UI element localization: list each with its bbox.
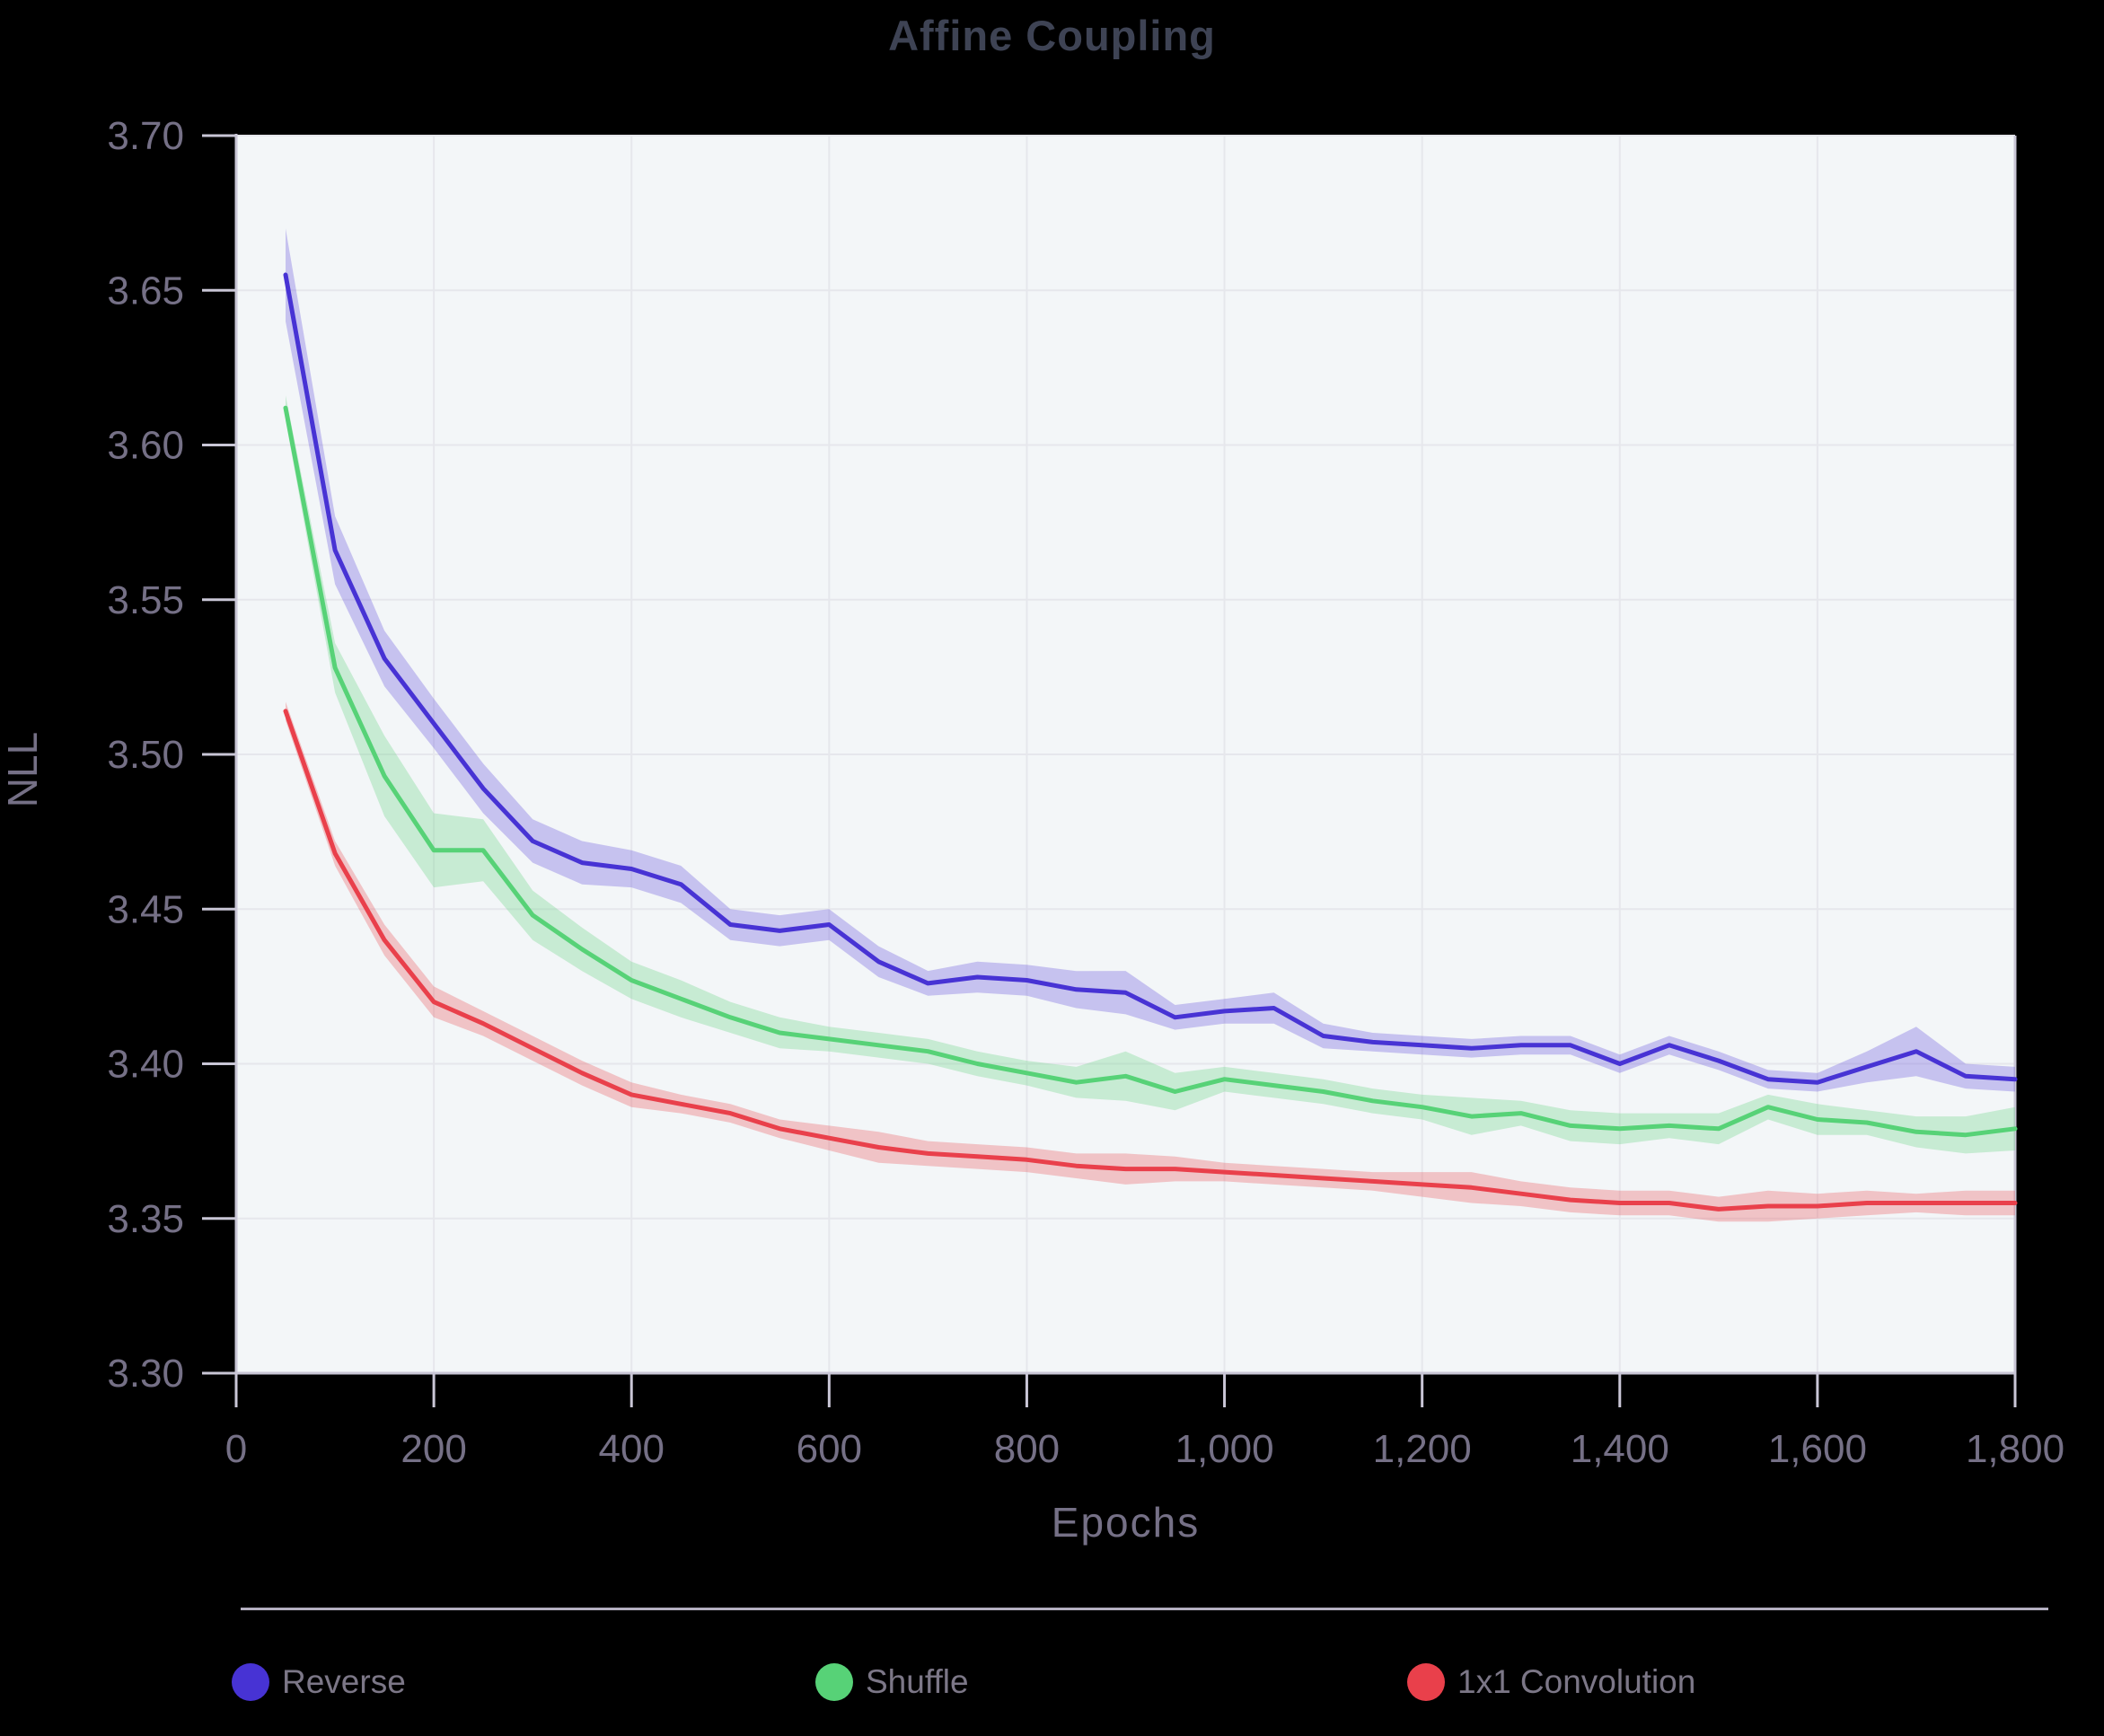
y-tick-label: 3.65 xyxy=(107,269,184,313)
legend-label: Shuffle xyxy=(866,1663,969,1700)
legend: Reverse Shuffle 1x1 Convolution xyxy=(0,1652,2104,1715)
y-tick-label: 3.45 xyxy=(107,887,184,931)
y-tick-label: 3.30 xyxy=(107,1352,184,1396)
x-tick-label: 1,600 xyxy=(1768,1427,1867,1471)
x-tick-label: 1,800 xyxy=(1966,1427,2064,1471)
legend-item-shuffle[interactable]: Shuffle xyxy=(815,1652,969,1712)
series-line-reverse xyxy=(283,272,2018,1085)
chart-title: Affine Coupling xyxy=(888,12,1216,59)
legend-divider xyxy=(241,1608,2048,1610)
y-tick-label: 3.55 xyxy=(107,578,184,622)
y-tick-label: 3.40 xyxy=(107,1043,184,1087)
x-axis-title: Epochs xyxy=(1051,1499,1201,1546)
legend-item-reverse[interactable]: Reverse xyxy=(232,1652,406,1712)
x-tick-label: 800 xyxy=(994,1427,1060,1471)
y-tick-label: 3.50 xyxy=(107,733,184,777)
legend-label: 1x1 Convolution xyxy=(1457,1663,1696,1700)
series-line-1x1-convolution xyxy=(283,709,2018,1212)
x-tick-label: 1,400 xyxy=(1571,1427,1669,1471)
x-tick-label: 200 xyxy=(401,1427,466,1471)
legend-item-1x1-convolution[interactable]: 1x1 Convolution xyxy=(1407,1652,1695,1712)
y-tick-label: 3.60 xyxy=(107,424,184,468)
x-tick-label: 600 xyxy=(797,1427,862,1471)
x-tick-label: 1,000 xyxy=(1175,1427,1274,1471)
x-tick-label: 400 xyxy=(599,1427,665,1471)
legend-dot-icon xyxy=(815,1663,853,1701)
legend-dot-icon xyxy=(1407,1663,1445,1701)
y-tick-label: 3.35 xyxy=(107,1197,184,1241)
y-axis-title: NLL xyxy=(0,731,46,808)
y-tick-label: 3.70 xyxy=(107,114,184,158)
x-tick-label: 0 xyxy=(225,1427,247,1471)
x-tick-label: 1,200 xyxy=(1373,1427,1472,1471)
series-line-shuffle xyxy=(283,405,2018,1138)
legend-dot-icon xyxy=(232,1663,269,1701)
legend-label: Reverse xyxy=(282,1663,406,1700)
